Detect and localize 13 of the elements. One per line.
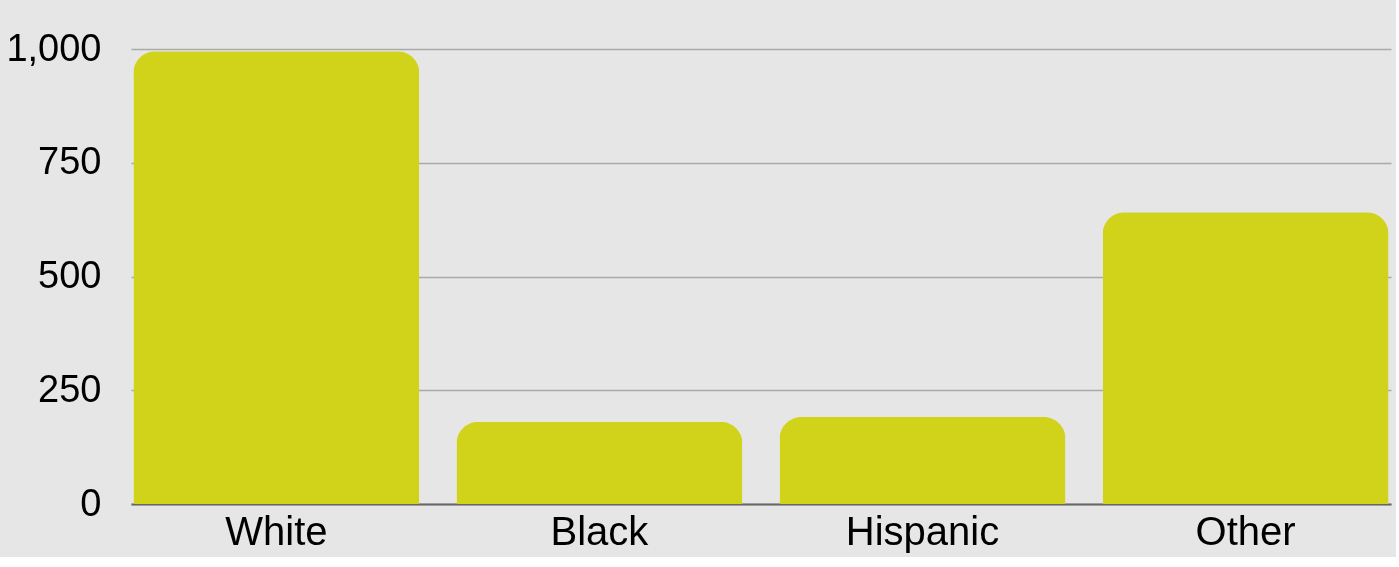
y-tick-label: 0	[80, 481, 102, 524]
bar	[133, 51, 420, 504]
y-tick-label: 250	[38, 367, 102, 410]
bar	[456, 421, 743, 504]
bar	[779, 417, 1066, 504]
x-tick-label: Black	[550, 508, 650, 553]
y-tick-label: 500	[38, 254, 102, 296]
y-tick-label: 1,000	[6, 26, 102, 69]
y-tick-label: 750	[38, 140, 102, 183]
x-tick-label: White	[225, 508, 328, 553]
x-tick-label: Hispanic	[845, 508, 1000, 553]
bar	[1102, 212, 1389, 504]
x-tick-label: Other	[1195, 508, 1296, 553]
